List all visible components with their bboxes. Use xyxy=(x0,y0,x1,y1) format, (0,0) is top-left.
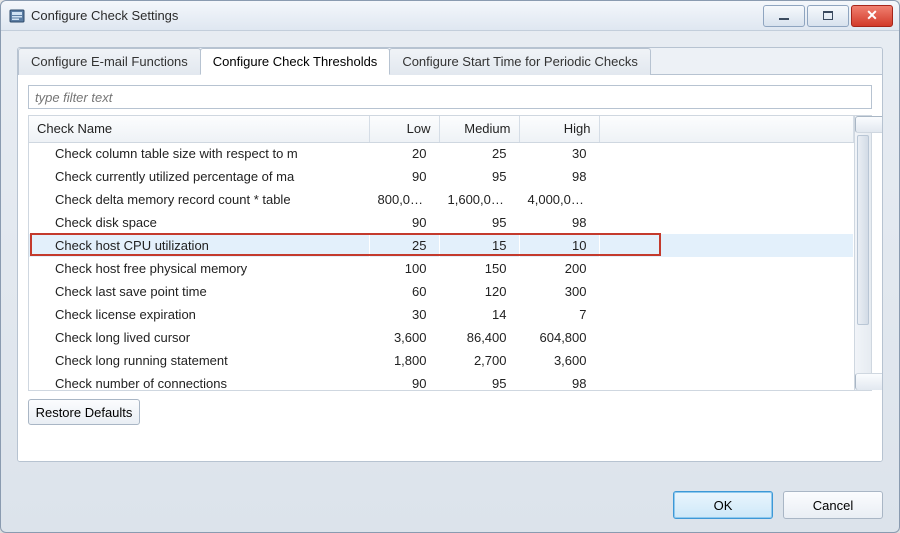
scroll-down-button[interactable]: ▼ xyxy=(855,373,882,390)
thresholds-table: Check Name Low Medium High Check column … xyxy=(29,116,854,390)
cell-spacer xyxy=(599,142,854,165)
cell-spacer xyxy=(599,326,854,349)
tab-start-time[interactable]: Configure Start Time for Periodic Checks xyxy=(389,48,651,75)
cell-medium: 150 xyxy=(439,257,519,280)
scroll-up-button[interactable]: ▲ xyxy=(855,116,882,133)
cell-check-name: Check long running statement xyxy=(29,349,369,372)
filter-input[interactable] xyxy=(28,85,872,109)
table-row[interactable]: Check column table size with respect to … xyxy=(29,142,854,165)
cell-high: 98 xyxy=(519,165,599,188)
cell-low: 30 xyxy=(369,303,439,326)
cell-high: 200 xyxy=(519,257,599,280)
cell-low: 1,800 xyxy=(369,349,439,372)
title-bar[interactable]: Configure Check Settings ✕ xyxy=(1,1,899,31)
cell-high: 300 xyxy=(519,280,599,303)
thresholds-table-container: Check Name Low Medium High Check column … xyxy=(28,115,872,391)
cell-low: 25 xyxy=(369,234,439,257)
cell-spacer xyxy=(599,349,854,372)
dialog-window: Configure Check Settings ✕ Configure E-m… xyxy=(0,0,900,533)
cell-medium: 14 xyxy=(439,303,519,326)
close-button[interactable]: ✕ xyxy=(851,5,893,27)
cell-medium: 2,700 xyxy=(439,349,519,372)
table-row[interactable]: Check host CPU utilization251510 xyxy=(29,234,854,257)
cell-medium: 86,400 xyxy=(439,326,519,349)
table-row[interactable]: Check disk space909598 xyxy=(29,211,854,234)
cell-low: 800,000,0... xyxy=(369,188,439,211)
cell-low: 3,600 xyxy=(369,326,439,349)
col-high[interactable]: High xyxy=(519,116,599,142)
cell-low: 20 xyxy=(369,142,439,165)
cell-check-name: Check delta memory record count * table xyxy=(29,188,369,211)
cell-medium: 15 xyxy=(439,234,519,257)
col-spacer xyxy=(599,116,854,142)
cell-high: 604,800 xyxy=(519,326,599,349)
cell-low: 60 xyxy=(369,280,439,303)
restore-defaults-button[interactable]: Restore Defaults xyxy=(28,399,140,425)
table-row[interactable]: Check long lived cursor3,60086,400604,80… xyxy=(29,326,854,349)
cell-check-name: Check long lived cursor xyxy=(29,326,369,349)
table-header-row: Check Name Low Medium High xyxy=(29,116,854,142)
cell-low: 100 xyxy=(369,257,439,280)
cell-spacer xyxy=(599,165,854,188)
cell-medium: 95 xyxy=(439,211,519,234)
cell-spacer xyxy=(599,188,854,211)
cell-check-name: Check column table size with respect to … xyxy=(29,142,369,165)
ok-button[interactable]: OK xyxy=(673,491,773,519)
table-scroll: Check Name Low Medium High Check column … xyxy=(29,116,854,390)
cell-medium: 120 xyxy=(439,280,519,303)
col-low[interactable]: Low xyxy=(369,116,439,142)
tab-check-thresholds[interactable]: Configure Check Thresholds xyxy=(200,48,391,75)
app-icon xyxy=(9,8,25,24)
table-row[interactable]: Check delta memory record count * table8… xyxy=(29,188,854,211)
cell-check-name: Check currently utilized percentage of m… xyxy=(29,165,369,188)
cell-spacer xyxy=(599,280,854,303)
cell-spacer xyxy=(599,303,854,326)
cell-high: 7 xyxy=(519,303,599,326)
cell-spacer xyxy=(599,234,854,257)
cell-check-name: Check number of connections xyxy=(29,372,369,390)
cell-check-name: Check disk space xyxy=(29,211,369,234)
table-row[interactable]: Check host free physical memory100150200 xyxy=(29,257,854,280)
maximize-button[interactable] xyxy=(807,5,849,27)
minimize-button[interactable] xyxy=(763,5,805,27)
cell-check-name: Check license expiration xyxy=(29,303,369,326)
table-row[interactable]: Check license expiration30147 xyxy=(29,303,854,326)
table-row[interactable]: Check number of connections909598 xyxy=(29,372,854,390)
cell-check-name: Check host CPU utilization xyxy=(29,234,369,257)
cell-high: 98 xyxy=(519,211,599,234)
table-row[interactable]: Check last save point time60120300 xyxy=(29,280,854,303)
dialog-footer: OK Cancel xyxy=(1,478,899,532)
cell-spacer xyxy=(599,211,854,234)
cell-medium: 95 xyxy=(439,372,519,390)
cell-low: 90 xyxy=(369,165,439,188)
cell-check-name: Check last save point time xyxy=(29,280,369,303)
table-row[interactable]: Check long running statement1,8002,7003,… xyxy=(29,349,854,372)
cell-high: 3,600 xyxy=(519,349,599,372)
settings-panel: Configure E-mail Functions Configure Che… xyxy=(17,47,883,462)
cell-medium: 25 xyxy=(439,142,519,165)
col-check-name[interactable]: Check Name xyxy=(29,116,369,142)
window-title: Configure Check Settings xyxy=(31,8,178,23)
cell-high: 98 xyxy=(519,372,599,390)
client-area: Configure E-mail Functions Configure Che… xyxy=(1,31,899,478)
tab-email-functions[interactable]: Configure E-mail Functions xyxy=(18,48,201,75)
cell-low: 90 xyxy=(369,372,439,390)
cell-high: 4,000,000... xyxy=(519,188,599,211)
cell-check-name: Check host free physical memory xyxy=(29,257,369,280)
cell-spacer xyxy=(599,257,854,280)
table-row[interactable]: Check currently utilized percentage of m… xyxy=(29,165,854,188)
vertical-scrollbar[interactable]: ▲ ▼ xyxy=(854,116,871,390)
cell-spacer xyxy=(599,372,854,390)
scroll-thumb[interactable] xyxy=(857,135,869,325)
window-controls: ✕ xyxy=(763,5,899,27)
cell-medium: 95 xyxy=(439,165,519,188)
cell-low: 90 xyxy=(369,211,439,234)
cell-high: 10 xyxy=(519,234,599,257)
cell-high: 30 xyxy=(519,142,599,165)
cancel-button[interactable]: Cancel xyxy=(783,491,883,519)
cell-medium: 1,600,000... xyxy=(439,188,519,211)
col-medium[interactable]: Medium xyxy=(439,116,519,142)
tab-bar: Configure E-mail Functions Configure Che… xyxy=(18,47,882,75)
tab-body: Check Name Low Medium High Check column … xyxy=(18,75,882,461)
